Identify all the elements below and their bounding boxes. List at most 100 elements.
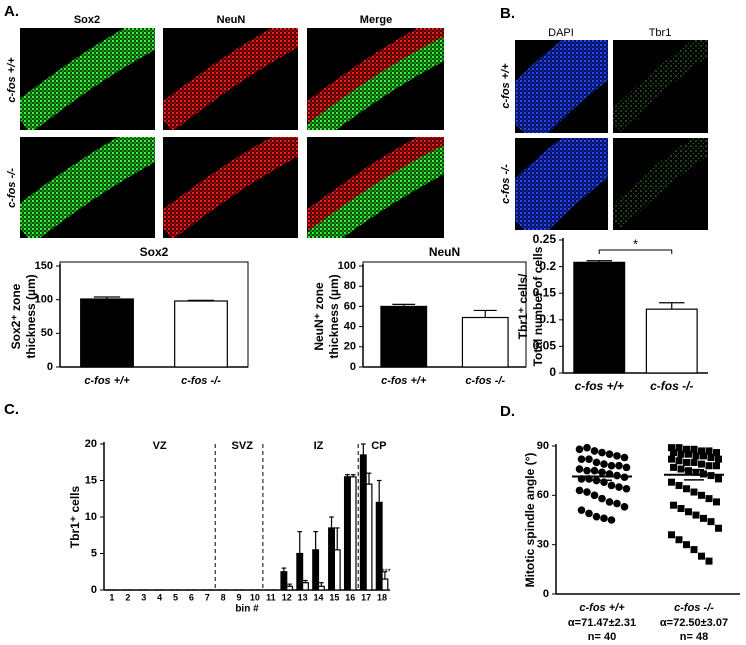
error-bar	[187, 299, 215, 302]
tissue-band	[307, 36, 444, 130]
x-tick-label: c-fos -/-	[650, 379, 693, 393]
data-point	[705, 447, 713, 455]
data-point	[700, 514, 707, 522]
column-label: Sox2	[74, 14, 100, 26]
panel-label: B.	[500, 5, 515, 22]
data-point	[583, 488, 591, 496]
x-tick-label: c-fos -/-	[674, 602, 714, 614]
tissue-band	[20, 28, 155, 130]
y-axis-label: Total number of cells	[531, 246, 545, 366]
n-label: n= 48	[680, 631, 708, 643]
y-axis-label: Tbr1⁺ cells/	[516, 273, 530, 339]
data-point	[613, 452, 621, 460]
data-point	[683, 445, 690, 453]
y-tick-label: 80	[344, 280, 356, 292]
bar	[380, 305, 428, 368]
n-label: n= 40	[588, 631, 616, 643]
data-point	[677, 450, 685, 458]
data-point	[698, 552, 705, 560]
x-tick-label: 5	[173, 592, 178, 602]
y-tick-label: 15	[85, 474, 97, 486]
y-tick-label: 10	[85, 511, 97, 523]
tissue-band	[307, 145, 444, 238]
y-tick-label: 0.25	[533, 232, 557, 246]
data-point	[685, 467, 692, 475]
data-point	[677, 504, 685, 512]
row-label: c-fos +/+	[6, 57, 18, 103]
data-point	[598, 448, 606, 457]
data-point	[690, 546, 698, 554]
data-point	[585, 455, 593, 463]
y-tick-label: 60	[537, 489, 549, 501]
bar	[343, 476, 351, 591]
row-label: c-fos -/-	[500, 164, 512, 204]
x-tick-label: 16	[345, 592, 355, 602]
significance: *	[633, 236, 638, 251]
micrograph-tile	[613, 40, 708, 133]
x-tick-label: 3	[141, 592, 146, 602]
column-label: Merge	[360, 14, 392, 26]
error-bar	[473, 309, 497, 318]
chart-title: Sox2	[140, 245, 169, 259]
data-point	[690, 458, 698, 466]
data-point	[698, 460, 705, 468]
data-point	[670, 501, 677, 509]
bar	[286, 585, 294, 591]
tissue-band	[307, 28, 444, 130]
micrograph-tile	[515, 138, 608, 230]
x-tick-label: 13	[298, 592, 308, 602]
data-point	[670, 449, 677, 457]
micrograph-tile	[307, 137, 444, 238]
y-tick-label: 0.1	[539, 312, 556, 326]
bar	[312, 549, 320, 591]
panel-label: D.	[500, 403, 515, 420]
x-axis-label: bin #	[235, 604, 259, 615]
data-point	[590, 447, 599, 455]
row-label: c-fos -/-	[6, 168, 18, 208]
bar	[280, 571, 288, 591]
tissue-band	[163, 28, 298, 130]
data-point	[685, 508, 692, 516]
data-point	[698, 491, 705, 499]
zone-label: CP	[371, 440, 386, 452]
data-point	[575, 465, 584, 473]
error-bar	[382, 571, 388, 580]
data-point	[692, 452, 700, 460]
bar	[296, 552, 304, 591]
bar	[365, 483, 373, 591]
bar	[328, 527, 335, 591]
data-point	[683, 541, 690, 549]
data-point	[675, 457, 683, 465]
data-point	[690, 445, 698, 453]
bar	[381, 578, 389, 591]
error-bar	[319, 582, 324, 587]
y-tick-label: 20	[85, 438, 97, 450]
data-point	[575, 445, 584, 454]
annotation: α=71.47±2.31	[568, 617, 636, 629]
tissue-band	[515, 40, 608, 133]
y-tick-label: 20	[344, 341, 356, 353]
y-tick-label: 30	[537, 539, 549, 551]
data-point	[585, 509, 593, 518]
data-point	[600, 460, 608, 468]
panel-label: C.	[4, 401, 19, 418]
bar	[174, 300, 228, 368]
tissue-band	[20, 137, 155, 238]
data-point	[690, 488, 698, 496]
x-tick-label: 18	[377, 592, 387, 602]
chart-title: NeuN	[429, 245, 460, 259]
y-tick-label: 90	[537, 440, 549, 452]
y-tick-label: 40	[344, 321, 356, 333]
data-point	[705, 495, 713, 503]
data-point	[705, 557, 713, 565]
data-point	[705, 462, 713, 470]
error-bar	[586, 260, 612, 263]
data-point	[713, 449, 720, 457]
error-bar	[376, 479, 382, 503]
data-point	[622, 463, 631, 472]
data-point	[583, 443, 591, 452]
bar	[317, 585, 325, 591]
y-tick-label: 0.2	[539, 259, 556, 273]
data-point	[700, 452, 707, 460]
data-point	[613, 499, 621, 508]
